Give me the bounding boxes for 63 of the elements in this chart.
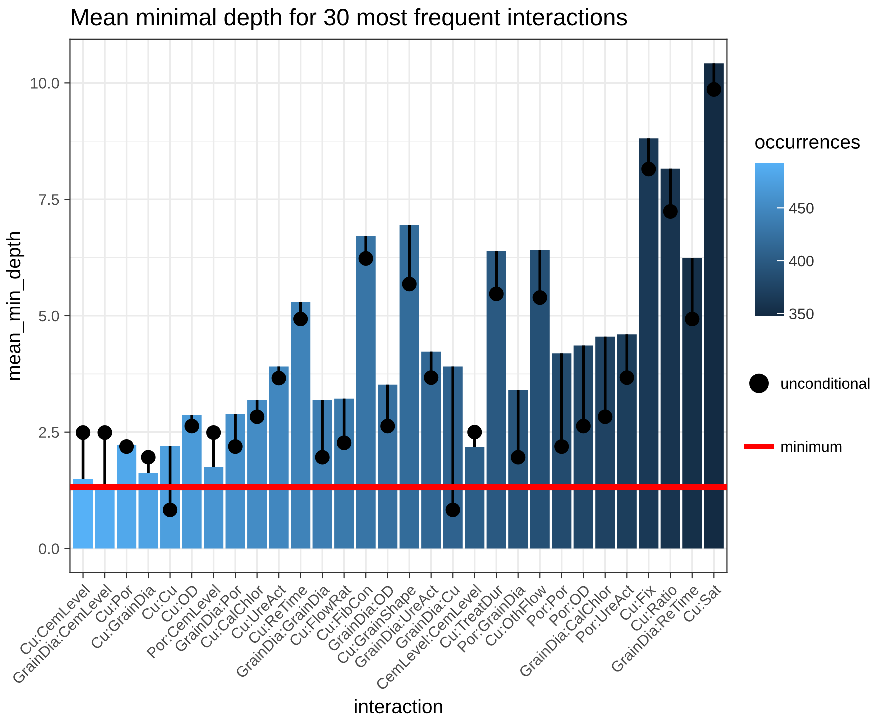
point: [511, 450, 526, 465]
point: [337, 436, 352, 450]
y-axis-title: mean_min_depth: [6, 232, 25, 380]
color-bar-title: occurrences: [756, 138, 860, 149]
y-tick-label: 7.5: [39, 194, 60, 206]
point: [424, 370, 439, 386]
point: [402, 277, 417, 292]
bar: [422, 352, 442, 549]
point: [598, 410, 613, 424]
legend-label: minimum: [782, 441, 842, 452]
legend-label: unconditional: [782, 378, 870, 390]
bar: [682, 258, 702, 549]
bar: [660, 168, 680, 549]
point: [685, 312, 700, 327]
point: [576, 419, 591, 434]
bar: [73, 479, 94, 549]
bar: [204, 467, 224, 549]
point: [250, 410, 265, 424]
bar: [400, 225, 420, 549]
point: [141, 450, 156, 465]
color-bar-label: 400: [789, 256, 814, 267]
point: [163, 502, 178, 518]
color-bar-label: 350: [790, 308, 814, 320]
point: [380, 419, 396, 434]
point: [532, 290, 548, 306]
bar: [486, 251, 506, 549]
y-tick-label: 2.5: [39, 427, 60, 438]
bar: [138, 473, 158, 549]
point: [706, 82, 722, 97]
color-bar-label: 450: [789, 202, 814, 214]
point: [294, 312, 308, 327]
bar: [704, 64, 724, 549]
bar: [356, 236, 376, 549]
bar: [269, 366, 289, 549]
bar: [465, 447, 485, 549]
point: [206, 426, 222, 440]
bar: [639, 138, 659, 549]
point: [554, 440, 570, 454]
y-tick-label: 10.0: [31, 78, 60, 89]
point: [315, 450, 330, 465]
point: [446, 502, 460, 518]
point: [663, 204, 678, 219]
point: [358, 251, 374, 266]
point: [642, 162, 656, 177]
bar: [530, 250, 550, 549]
point: [489, 286, 504, 302]
x-axis-title: interaction: [355, 699, 442, 714]
point: [272, 371, 286, 386]
bar: [248, 400, 268, 549]
point: [184, 419, 200, 434]
point: [120, 440, 134, 454]
y-tick-label: 5.0: [39, 310, 60, 322]
bar: [117, 445, 137, 549]
bar: [182, 415, 202, 549]
point: [228, 440, 243, 454]
chart-title: Mean minimal depth for 30 most frequent interactions: [72, 8, 628, 30]
point: [620, 370, 634, 386]
bar: [617, 334, 637, 549]
y-tick-label: 0.0: [39, 544, 60, 554]
point: [468, 425, 482, 440]
point: [76, 426, 91, 440]
bar: [291, 302, 311, 549]
point: [98, 426, 112, 440]
